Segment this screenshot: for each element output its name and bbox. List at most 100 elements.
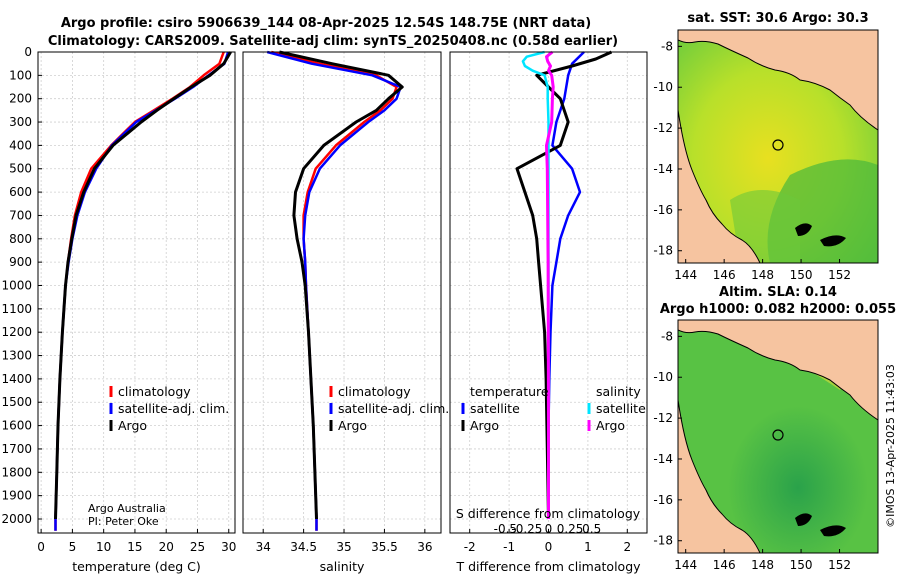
legend-label-s-argo: Argo (596, 418, 625, 433)
y-tick-label: 800 (9, 232, 32, 246)
lat-tick-label: -8 (661, 329, 673, 343)
lon-tick-label: 152 (828, 558, 851, 572)
y-tick-label: 500 (9, 162, 32, 176)
figure-title-line2: Climatology: CARS2009. Satellite-adj cli… (48, 34, 618, 49)
lon-tick-label: 146 (713, 558, 736, 572)
lat-tick-label: -10 (653, 370, 673, 384)
x-tick-label: 30 (221, 540, 236, 554)
x-tick-label: 2 (623, 540, 631, 554)
y-tick-label: 1100 (1, 302, 32, 316)
y-tick-label: 1800 (1, 465, 32, 479)
salinity-legend: climatology satellite-adj. clim. Argo (329, 384, 449, 433)
y-tick-label: 1400 (1, 372, 32, 386)
s-tick-label: 0 (545, 522, 553, 536)
timestamp: ©IMOS 13-Apr-2025 11:43:03 (884, 364, 897, 528)
y-tick-label: 1200 (1, 325, 32, 339)
y-tick-label: 100 (9, 68, 32, 82)
y-tick-label: 1500 (1, 395, 32, 409)
sla-map-frame (677, 319, 879, 554)
legend-label-t-argo: Argo (470, 418, 499, 433)
lon-tick-label: 148 (751, 558, 774, 572)
series-line-salinity-argo (545, 50, 555, 519)
x-tick-label: 36 (417, 540, 432, 554)
credit-line2: PI: Peter Oke (88, 515, 159, 528)
reef-island (795, 513, 812, 526)
land-cape-york (678, 109, 761, 263)
lon-tick-label: 144 (674, 268, 697, 282)
y-tick-label: 2000 (1, 512, 32, 526)
reef-island-2 (820, 235, 846, 247)
y-tick-label: 1000 (1, 278, 32, 292)
lat-tick-label: -14 (653, 452, 673, 466)
lat-tick-label: -12 (653, 121, 673, 135)
series-line-climatology (271, 50, 398, 531)
legend-title-temperature: temperature (470, 384, 549, 399)
x-tick-label: 0 (37, 540, 45, 554)
lon-tick-label: 148 (751, 268, 774, 282)
legend-label-t-satellite: satellite (470, 401, 520, 416)
y-tick-label: 200 (9, 92, 32, 106)
y-tick-label: 300 (9, 115, 32, 129)
x-axis-label: T difference from climatology (455, 559, 641, 574)
x-tick-label: -2 (464, 540, 476, 554)
x-tick-label: 1 (584, 540, 592, 554)
y-tick-label: 0 (24, 45, 32, 59)
difference-legend: temperature salinity satellite Argo sate… (461, 384, 646, 433)
y-tick-label: 1700 (1, 442, 32, 456)
salinity-panel: 34 34.5 35 35.5 36 salinity (242, 50, 442, 574)
x-tick-label: 10 (96, 540, 111, 554)
x-tick-label: 34.5 (290, 540, 317, 554)
sst-map (678, 30, 878, 263)
land-new-guinea (678, 320, 878, 421)
lat-tick-label: -14 (653, 162, 673, 176)
series-line-temperature-argo (515, 50, 613, 520)
x-axis-label: salinity (320, 559, 365, 574)
argo-float-marker (772, 429, 784, 441)
land-cape-york (678, 399, 761, 553)
sla-map-axes: 144 146 148 150 152 -8 -10 -12 -14 -16 -18 (653, 329, 851, 572)
lon-tick-label: 150 (790, 558, 813, 572)
x-tick-label: 34 (256, 540, 271, 554)
legend-label-s-satellite: satellite (596, 401, 646, 416)
sst-map-axes: 144 146 148 150 152 -8 -10 -12 -14 -16 -18 (653, 39, 851, 282)
axes-frame (242, 51, 442, 534)
lon-tick-label: 146 (713, 268, 736, 282)
s-tick-label: 0.25 (557, 522, 584, 536)
lat-tick-label: -16 (653, 493, 673, 507)
legend-title-salinity: salinity (596, 384, 641, 399)
sst-map-frame (677, 29, 879, 264)
sla-map-subtitle: Argo h1000: 0.082 h2000: 0.055 (660, 302, 896, 317)
temperature-legend: climatology satellite-adj. clim. Argo (109, 384, 229, 433)
y-tick-label: 1300 (1, 349, 32, 363)
argo-float-marker (772, 139, 784, 151)
y-tick-label: 1900 (1, 489, 32, 503)
legend-label-satellite-adj: satellite-adj. clim. (338, 401, 449, 416)
series-line-argo (54, 51, 232, 520)
lat-tick-label: -18 (653, 534, 673, 548)
lat-tick-label: -16 (653, 203, 673, 217)
x-tick-label: 15 (127, 540, 142, 554)
lat-tick-label: -18 (653, 244, 673, 258)
lon-tick-label: 150 (790, 268, 813, 282)
series-line-argo (279, 50, 404, 520)
figure-title-line1: Argo profile: csiro 5906639_144 08-Apr-2… (61, 16, 591, 31)
sst-map-title: sat. SST: 30.6 Argo: 30.3 (687, 11, 868, 26)
x-tick-label: 5 (69, 540, 77, 554)
y-tick-label: 900 (9, 255, 32, 269)
legend-label-satellite-adj: satellite-adj. clim. (118, 401, 229, 416)
legend-label-argo: Argo (338, 418, 367, 433)
series-line-satellite-adj-clim (266, 50, 402, 531)
sla-map (678, 320, 878, 553)
lat-tick-label: -8 (661, 39, 673, 53)
x-tick-label: 0 (545, 540, 553, 554)
credit-line1: Argo Australia (88, 502, 166, 515)
x-tick-label: -1 (503, 540, 515, 554)
lon-tick-label: 144 (674, 558, 697, 572)
x-tick-label: 35.5 (371, 540, 398, 554)
legend-label-climatology: climatology (118, 384, 191, 399)
sla-map-title: Altim. SLA: 0.14 (719, 285, 837, 300)
x-tick-label: 25 (190, 540, 205, 554)
legend-label-argo: Argo (118, 418, 147, 433)
s-tick-label: -0.25 (511, 522, 542, 536)
